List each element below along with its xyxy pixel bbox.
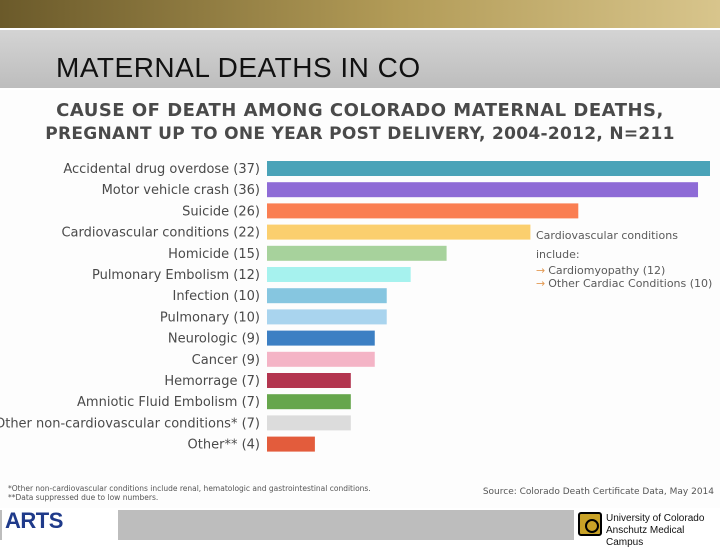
callout-heading: Cardiovascular conditions include: [536,229,678,261]
bar [267,330,375,346]
cardiovascular-callout: Cardiovascular conditions include: → Card… [536,226,720,290]
category-label: Homicide (15) [168,247,260,262]
bar [267,436,315,452]
category-label: Suicide (26) [182,204,260,219]
bar [267,309,387,325]
slide-title: MATERNAL DEATHS IN CO [56,52,421,83]
bar [267,245,447,261]
source-note: Source: Colorado Death Certificate Data,… [482,487,714,497]
footnote-other-conditions: *Other non-cardiovascular conditions inc… [8,484,371,493]
callout-item: → Other Cardiac Conditions (10) [536,277,713,290]
cu-emblem-icon [578,512,602,536]
bar [267,161,710,176]
bar [267,394,351,410]
footnote-suppressed: **Data suppressed due to low numbers. [8,493,159,502]
cu-logo: University of Colorado Anschutz Medical … [574,510,720,548]
bar-chart: Accidental drug overdose (37) Motor vehic… [0,161,710,453]
category-label: Other non-cardiovascular conditions* (7) [0,416,260,431]
category-label: Accidental drug overdose (37) [63,162,260,177]
header-band [0,30,720,88]
arrow-right-icon: → [536,264,546,277]
bar [267,351,375,367]
category-label: Amniotic Fluid Embolism (7) [77,395,260,410]
category-label: Infection (10) [172,289,260,304]
callout-item: → Cardiomyopathy (12) [536,264,666,277]
category-label: Pulmonary (10) [160,310,260,325]
chart-title: CAUSE OF DEATH AMONG COLORADO MATERNAL D… [56,100,664,121]
chart-subtitle: PREGNANT UP TO ONE YEAR POST DELIVERY, 2… [45,124,675,144]
cu-logo-line2: Anschutz Medical Campus [606,525,685,548]
bar [267,203,579,219]
top-decorative-band [0,0,720,28]
arrow-right-icon: → [536,277,546,290]
category-label: Other** (4) [188,438,260,453]
bar [267,224,531,240]
bar [267,267,411,282]
category-label: Pulmonary Embolism (12) [92,268,260,283]
category-label: Hemorrage (7) [164,374,260,389]
arts-logo: ARTS [2,508,118,540]
category-label: Cardiovascular conditions (22) [61,226,260,241]
category-label: Cancer (9) [192,353,260,368]
bar [267,373,351,388]
cu-logo-line1: University of Colorado [606,513,705,524]
bar [267,415,351,431]
bar [267,288,387,304]
bar [267,182,699,198]
category-label: Motor vehicle crash (36) [102,183,260,198]
category-label: Neurologic (9) [168,332,260,347]
